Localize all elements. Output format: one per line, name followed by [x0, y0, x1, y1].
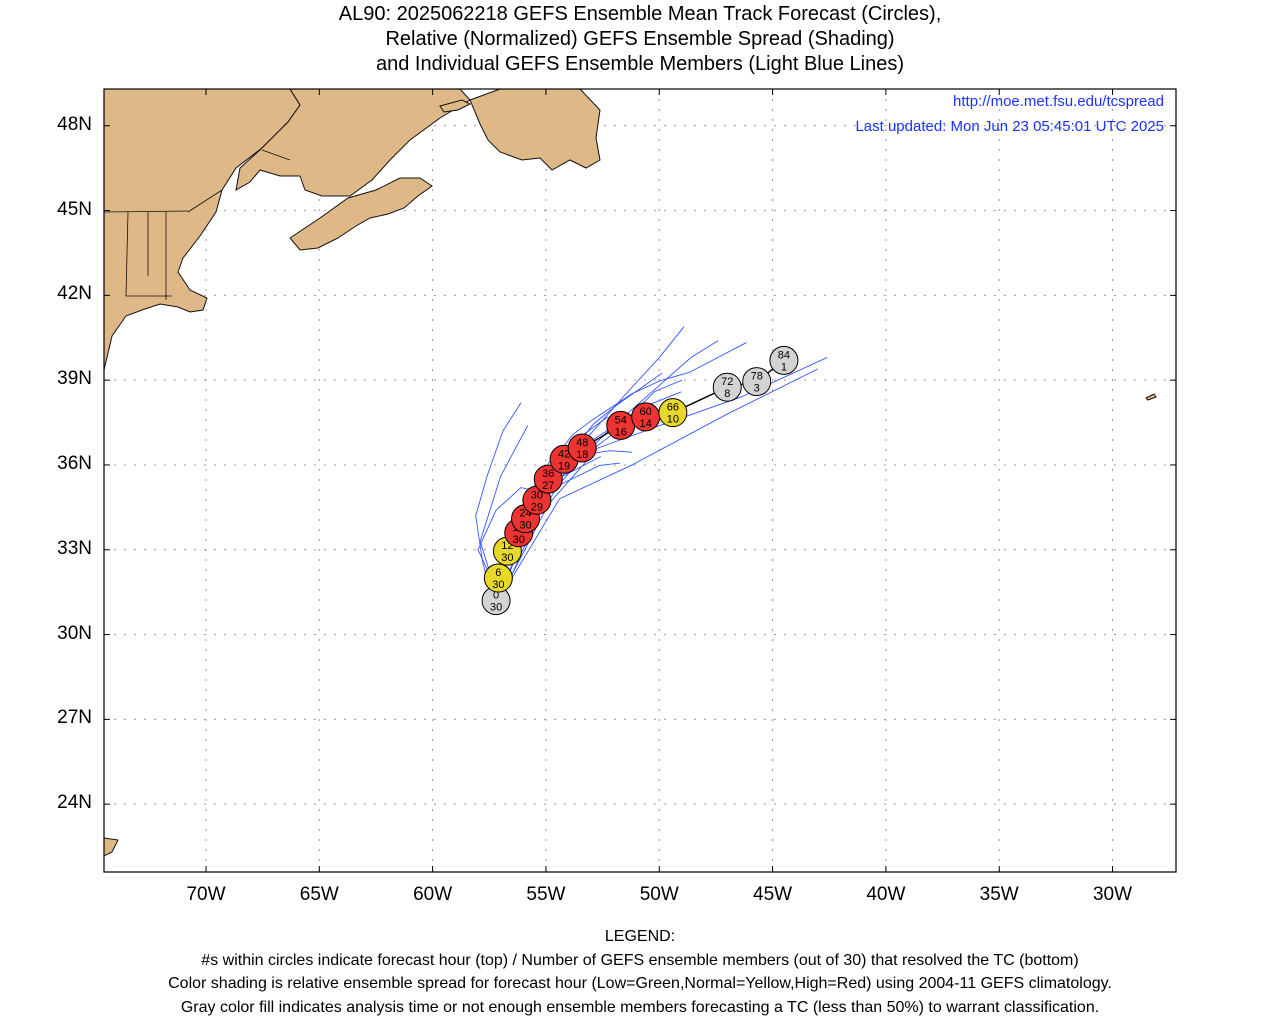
map-frame: [103, 88, 1177, 873]
nova-scotia: [289, 177, 433, 251]
lon-label: 35W: [979, 884, 1019, 905]
lon-label: 70W: [186, 884, 226, 905]
lon-label: 55W: [526, 884, 566, 905]
track-point: 630: [483, 563, 513, 593]
track-circle: [712, 372, 742, 402]
lat-label: 39N: [57, 368, 92, 390]
legend: LEGEND: #s within circles indicate forec…: [0, 925, 1280, 1019]
lon-label: 45W: [753, 884, 793, 905]
track-point: 783: [742, 367, 772, 397]
forecast-hour-label: 60: [640, 406, 652, 418]
caribbean-islands: [104, 837, 119, 857]
member-count-label: 30: [490, 602, 502, 614]
forecast-hour-label: 42: [558, 448, 570, 460]
lat-label: 33N: [57, 537, 92, 559]
azores-island: [1145, 393, 1157, 401]
track-point: 841: [769, 345, 799, 375]
member-count-label: 14: [640, 418, 652, 430]
lat-label: 30N: [57, 622, 92, 644]
member-count-label: 30: [492, 579, 504, 591]
borders: [104, 149, 291, 300]
track-circle: [742, 367, 772, 397]
member-track-line: [504, 368, 819, 590]
member-count-label: 29: [531, 501, 543, 513]
track-circle: [533, 464, 563, 494]
lat-label: 27N: [57, 707, 92, 729]
lat-label: 36N: [57, 452, 92, 474]
member-count-label: 18: [576, 449, 588, 461]
lat-label: 48N: [57, 113, 92, 135]
member-count-label: 10: [667, 414, 679, 426]
member-count-label: 16: [615, 426, 627, 438]
last-updated-text: Last updated: Mon Jun 23 05:45:01 UTC 20…: [855, 118, 1164, 135]
forecast-hour-label: 84: [778, 349, 790, 361]
forecast-hour-label: 78: [751, 371, 763, 383]
quebec-landmass: [235, 89, 471, 197]
forecast-hour-label: 6: [495, 567, 501, 579]
member-track-line: [475, 402, 522, 607]
title-line-3: and Individual GEFS Ensemble Members (Li…: [375, 53, 905, 75]
lat-label: 24N: [57, 792, 92, 814]
track-circle: [483, 563, 513, 593]
member-count-label: 19: [558, 460, 570, 472]
mean-track: 0306301230183024303029362742194818541660…: [481, 345, 799, 616]
lat-label: 42N: [57, 283, 92, 305]
forecast-hour-label: 36: [542, 468, 554, 480]
lon-label: 50W: [639, 884, 679, 905]
forecast-hour-label: 66: [667, 402, 679, 414]
forecast-hour-label: 48: [576, 437, 588, 449]
track-circle: [658, 398, 688, 428]
track-point: 728: [712, 372, 742, 402]
legend-heading: LEGEND:: [604, 928, 676, 945]
forecast-hour-label: 30: [531, 489, 543, 501]
member-count-label: 3: [754, 383, 760, 395]
land-masses: [104, 89, 1157, 857]
legend-line-circles: #s within circles indicate forecast hour…: [201, 951, 1079, 969]
legend-line-shading: Color shading is relative ensemble sprea…: [168, 975, 1112, 992]
member-count-label: 30: [519, 520, 531, 532]
lon-label: 30W: [1092, 884, 1133, 905]
source-url-link[interactable]: http://moe.met.fsu.edu/tcspread: [953, 93, 1164, 110]
forecast-hour-label: 54: [615, 414, 627, 426]
member-count-label: 30: [501, 552, 513, 564]
member-count-label: 8: [724, 388, 730, 400]
member-count-label: 30: [513, 534, 525, 546]
track-circle: [567, 433, 597, 463]
map-background: [104, 89, 1176, 872]
track-circle: [769, 345, 799, 375]
member-count-label: 1: [781, 361, 787, 373]
lat-label: 45N: [57, 198, 92, 220]
lon-label: 60W: [413, 884, 453, 905]
member-count-label: 27: [542, 480, 554, 492]
track-point: 030: [481, 586, 511, 616]
anticosti-island: [439, 99, 472, 113]
map-title: AL90: 2025062218 GEFS Ensemble Mean Trac…: [0, 2, 1280, 77]
forecast-hour-label: 0: [493, 590, 499, 602]
lon-label: 40W: [866, 884, 906, 905]
title-line-2: Relative (Normalized) GEFS Ensemble Spre…: [385, 28, 895, 50]
axis-ticks: [104, 89, 1176, 872]
legend-line-gray: Gray color fill indicates analysis time …: [180, 998, 1100, 1016]
forecast-hour-label: 72: [721, 376, 733, 388]
title-line-1: AL90: 2025062218 GEFS Ensemble Mean Trac…: [338, 3, 942, 25]
newfoundland: [469, 89, 601, 171]
lon-label: 65W: [299, 884, 339, 905]
